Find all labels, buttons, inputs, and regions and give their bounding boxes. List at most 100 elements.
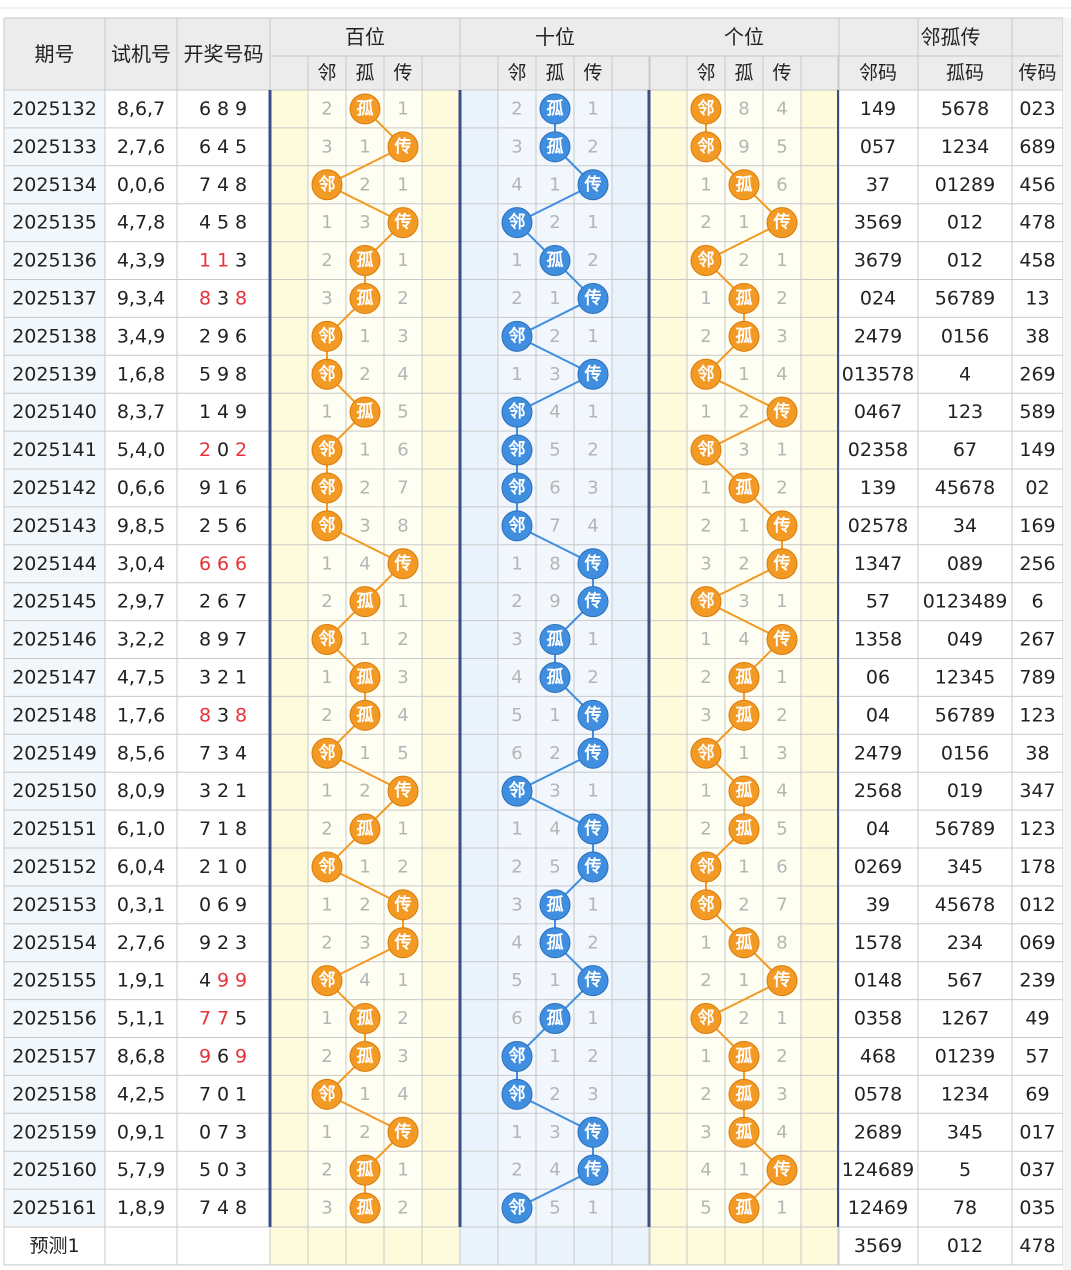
table-row: 2025144 3,0,4 6 6 6 1 4 1 8 3 2 1347 089 256 [12,553,1071,575]
svg-text:孤: 孤 [357,818,374,839]
draw-digit: 8 [235,818,247,840]
issue-cell: 2025155 [12,970,97,992]
chuan-code: 069 [1019,932,1055,954]
miss-count: 1 [549,1046,560,1067]
table-row: 2025153 0,3,1 0 6 9 1 2 3 1 2 7 39 45678 012 [12,894,1071,916]
svg-text:孤: 孤 [357,591,374,612]
header-sub-1-0: 邻 [507,62,526,84]
gu-code: 123 [947,401,983,423]
miss-count: 3 [549,1122,560,1143]
draw-digit: 1 [217,477,229,499]
draw-digit: 9 [217,363,229,385]
draw-digit: 7 [199,1083,211,1105]
hit-ball: 传 [387,889,419,921]
issue-cell: 2025150 [12,780,97,802]
issue-cell: 2025145 [12,591,97,613]
hit-ball: 传 [577,169,609,201]
svg-text:邻: 邻 [319,629,336,650]
hit-ball: 邻 [690,358,722,390]
miss-count: 2 [359,1122,370,1143]
forecast-chuan: 478 [1019,1235,1055,1257]
miss-count: 2 [511,98,522,119]
hit-ball: 传 [577,548,609,580]
miss-count: 3 [700,1122,711,1143]
table-row: 2025136 4,3,9 1 1 3 2 1 1 2 2 1 3679 012 458 [12,250,1055,272]
draw-digit: 3 [235,1159,247,1181]
miss-count: 5 [776,819,787,840]
miss-count: 2 [587,932,598,953]
issue-cell: 2025132 [12,98,97,120]
svg-text:传: 传 [584,287,602,308]
table-row: 2025132 8,6,7 6 8 9 2 1 2 1 8 4 149 5678 023 [12,98,1071,120]
miss-count: 2 [738,250,749,271]
miss-count: 3 [549,364,560,385]
svg-text:邻: 邻 [319,363,336,384]
svg-text:孤: 孤 [736,666,753,687]
lin-code: 04 [866,704,890,726]
draw-digit: 3 [217,287,229,309]
hit-ball: 传 [577,813,609,845]
draw-digit: 9 [199,1045,211,1067]
lin-code: 39 [866,894,890,916]
issue-cell: 2025151 [12,818,97,840]
svg-text:传: 传 [584,856,602,877]
lin-code: 1347 [854,553,902,575]
svg-text:孤: 孤 [547,629,564,650]
miss-count: 3 [397,1046,408,1067]
hit-ball: 孤 [349,282,381,314]
draw-digit: 7 [199,818,211,840]
gu-code: 089 [947,553,983,575]
svg-text:孤: 孤 [357,1197,374,1218]
hit-ball: 孤 [539,927,571,959]
lin-code: 02578 [848,515,908,537]
lin-code: 2689 [854,1121,902,1143]
hit-ball: 孤 [728,661,760,693]
hit-ball: 传 [577,358,609,390]
issue-cell: 2025153 [12,894,97,916]
svg-text:孤: 孤 [357,287,374,308]
trial-cell: 8,6,7 [117,98,165,120]
miss-count: 5 [511,705,522,726]
svg-text:孤: 孤 [736,1197,753,1218]
svg-text:邻: 邻 [698,439,715,460]
miss-count: 4 [511,932,522,953]
header-group-2: 个位 [724,25,764,49]
draw-digit: 6 [217,894,229,916]
miss-count: 7 [549,515,560,536]
gu-code: 012 [947,212,983,234]
hit-ball: 邻 [311,737,343,769]
lin-code: 124689 [842,1159,915,1181]
miss-count: 1 [321,212,332,233]
miss-count: 2 [700,326,711,347]
hit-ball: 邻 [311,510,343,542]
chuan-code: 789 [1019,666,1055,688]
miss-count: 1 [700,174,711,195]
svg-text:孤: 孤 [357,1159,374,1180]
miss-count: 1 [397,1160,408,1181]
draw-digit: 8 [235,363,247,385]
gu-code: 049 [947,629,983,651]
hit-ball: 邻 [690,737,722,769]
gu-code: 4 [959,363,971,385]
draw-digit: 7 [199,1197,211,1219]
header-trial: 试机号 [111,42,171,66]
issue-cell: 2025138 [12,325,97,347]
hit-ball: 邻 [311,358,343,390]
svg-text:传: 传 [394,932,412,953]
miss-count: 1 [776,591,787,612]
table-row: 2025138 3,4,9 2 9 6 1 3 2 1 2 3 2479 0156 38 [12,325,1071,347]
table-row: 2025150 8,0,9 3 2 1 1 2 3 1 1 4 2568 019 347 [12,780,1071,802]
gu-code: 1234 [941,1083,989,1105]
draw-digit: 6 [235,553,247,575]
trial-cell: 3,4,9 [117,325,165,347]
draw-digit: 2 [199,515,211,537]
miss-count: 3 [359,515,370,536]
issue-cell: 2025137 [12,287,97,309]
miss-count: 6 [776,174,787,195]
